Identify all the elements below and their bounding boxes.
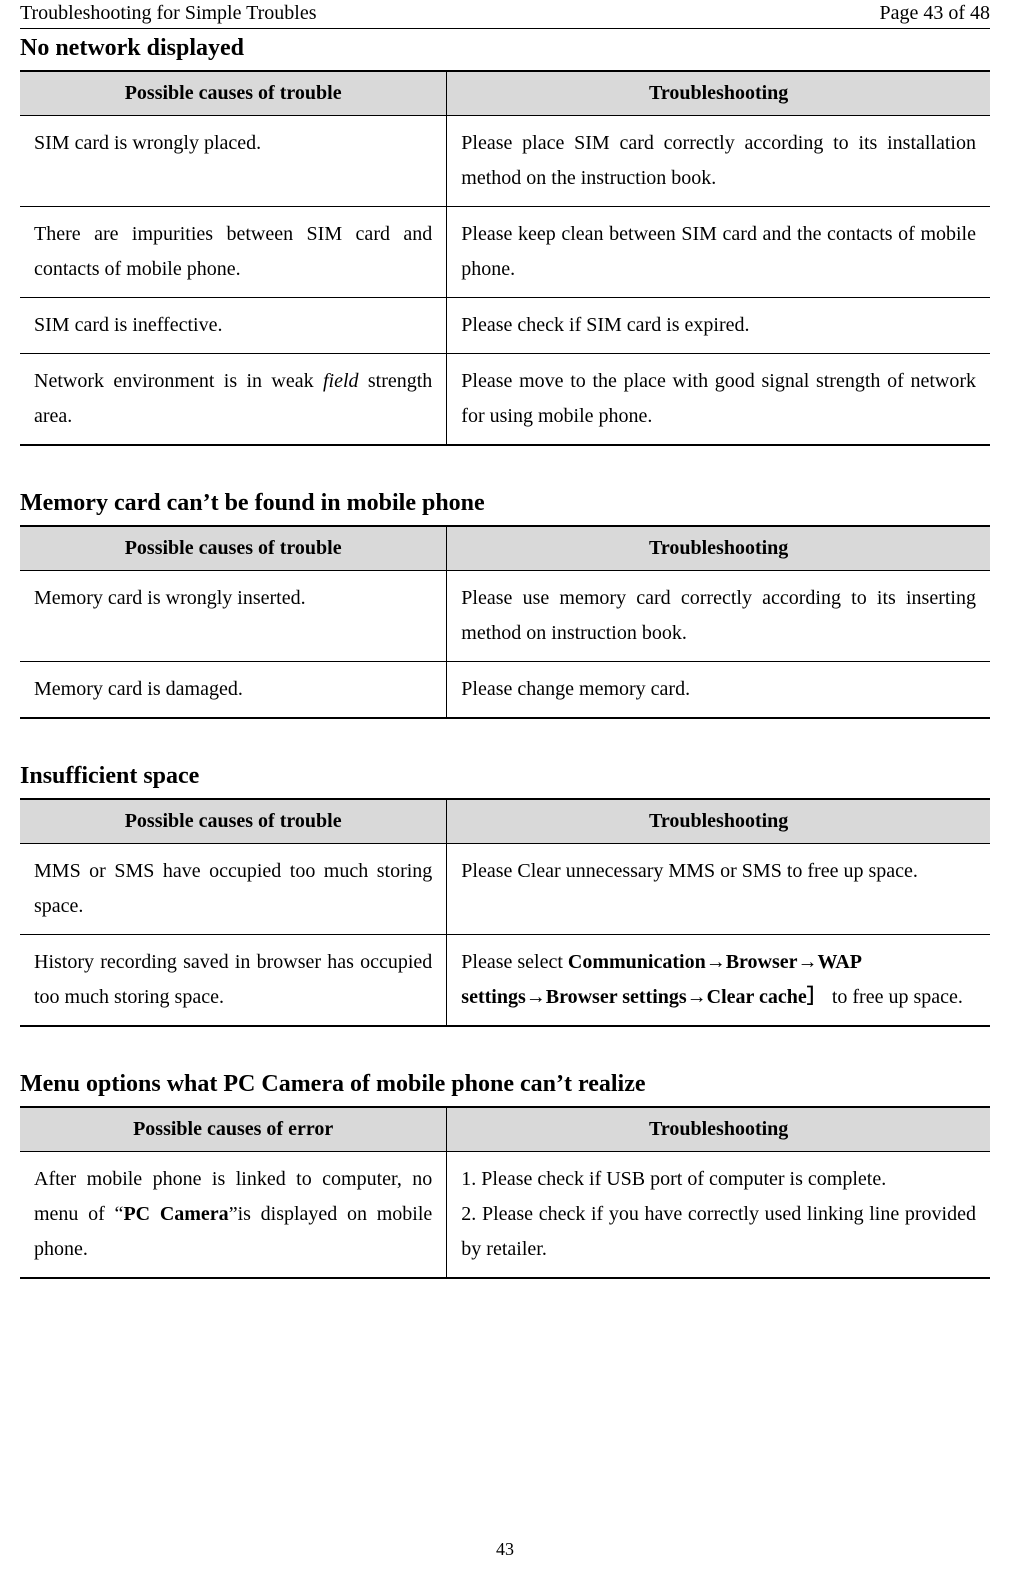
cell-fix: Please Clear unnecessary MMS or SMS to f… — [447, 844, 990, 935]
column-header-fix: Troubleshooting — [447, 71, 990, 116]
column-header-fix: Troubleshooting — [447, 799, 990, 844]
cell-cause: History recording saved in browser has o… — [20, 935, 447, 1027]
cell-cause: After mobile phone is linked to computer… — [20, 1152, 447, 1279]
cell-cause: Memory card is damaged. — [20, 662, 447, 719]
table-row: Network environment is in weak field str… — [20, 354, 990, 446]
cell-cause: Network environment is in weak field str… — [20, 354, 447, 446]
troubleshooting-table: Possible causes of troubleTroubleshootin… — [20, 70, 990, 446]
table-row: SIM card is ineffective.Please check if … — [20, 298, 990, 354]
cell-fix: Please move to the place with good signa… — [447, 354, 990, 446]
cell-fix: Please place SIM card correctly accordin… — [447, 116, 990, 207]
header-title: Troubleshooting for Simple Troubles — [20, 2, 317, 25]
cell-cause: There are impurities between SIM card an… — [20, 207, 447, 298]
section-heading: Insufficient space — [20, 763, 990, 790]
table-row: Memory card is wrongly inserted.Please u… — [20, 571, 990, 662]
section-heading: Menu options what PC Camera of mobile ph… — [20, 1071, 990, 1098]
column-header-cause: Possible causes of error — [20, 1107, 447, 1152]
section-heading: No network displayed — [20, 35, 990, 62]
cell-fix: 1. Please check if USB port of computer … — [447, 1152, 990, 1279]
troubleshooting-table: Possible causes of troubleTroubleshootin… — [20, 525, 990, 719]
cell-cause: Memory card is wrongly inserted. — [20, 571, 447, 662]
column-header-cause: Possible causes of trouble — [20, 526, 447, 571]
cell-fix: Please change memory card. — [447, 662, 990, 719]
header-page-indicator: Page 43 of 48 — [879, 2, 990, 25]
troubleshooting-table: Possible causes of troubleTroubleshootin… — [20, 798, 990, 1027]
column-header-cause: Possible causes of trouble — [20, 799, 447, 844]
column-header-fix: Troubleshooting — [447, 1107, 990, 1152]
cell-fix: Please use memory card correctly accordi… — [447, 571, 990, 662]
section-heading: Memory card can’t be found in mobile pho… — [20, 490, 990, 517]
cell-cause: SIM card is wrongly placed. — [20, 116, 447, 207]
table-row: There are impurities between SIM card an… — [20, 207, 990, 298]
cell-fix: Please check if SIM card is expired. — [447, 298, 990, 354]
troubleshooting-table: Possible causes of errorTroubleshootingA… — [20, 1106, 990, 1279]
table-row: After mobile phone is linked to computer… — [20, 1152, 990, 1279]
cell-cause: MMS or SMS have occupied too much storin… — [20, 844, 447, 935]
cell-cause: SIM card is ineffective. — [20, 298, 447, 354]
table-row: MMS or SMS have occupied too much storin… — [20, 844, 990, 935]
page-number: 43 — [20, 1539, 990, 1560]
column-header-fix: Troubleshooting — [447, 526, 990, 571]
table-row: SIM card is wrongly placed.Please place … — [20, 116, 990, 207]
cell-fix: Please select Communication→Browser→WAP … — [447, 935, 990, 1027]
page-header: Troubleshooting for Simple Troubles Page… — [20, 0, 990, 29]
table-row: Memory card is damaged.Please change mem… — [20, 662, 990, 719]
column-header-cause: Possible causes of trouble — [20, 71, 447, 116]
table-row: History recording saved in browser has o… — [20, 935, 990, 1027]
cell-fix: Please keep clean between SIM card and t… — [447, 207, 990, 298]
